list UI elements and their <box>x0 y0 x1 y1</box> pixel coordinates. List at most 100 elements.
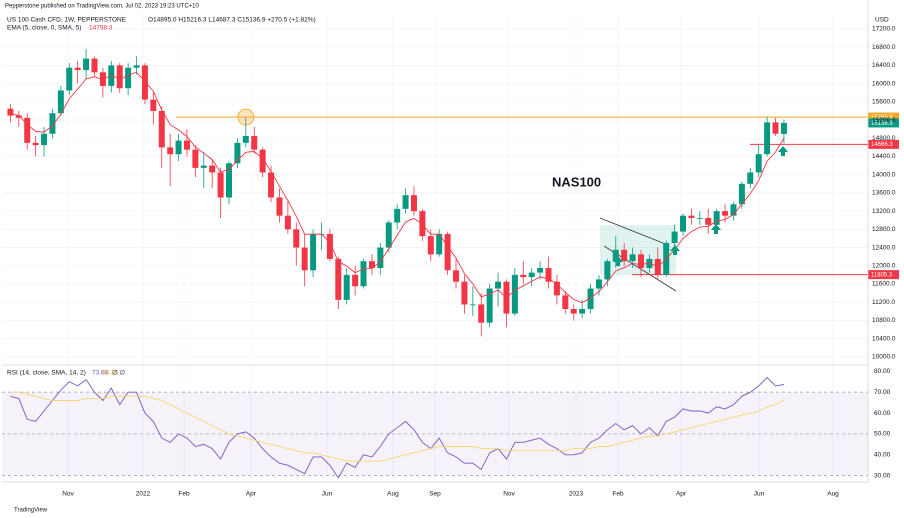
y-tick-label: 17200.0 <box>872 26 896 33</box>
x-tick-label: 2023 <box>569 491 584 498</box>
candle-body <box>158 110 165 148</box>
candle-body <box>402 195 409 209</box>
ohlc-label: O14895.0 H15216.3 L14687.3 C15136.9 +270… <box>148 17 316 24</box>
candle-body <box>74 67 81 70</box>
symbol-title: US 100 Cash CFD, 1W, PEPPERSTONE <box>7 17 127 24</box>
candle-body <box>301 247 308 271</box>
ema-last: 14798.3 <box>89 25 113 32</box>
candle-body <box>32 142 39 146</box>
candle-body <box>352 274 359 287</box>
annotation: NAS100 <box>552 174 601 189</box>
candle-body <box>730 204 737 216</box>
candle-body <box>310 233 317 271</box>
brand: TradingView <box>14 508 48 514</box>
y-tick-label: 12000.0 <box>872 262 896 269</box>
y-tick-label: 12400.0 <box>872 244 896 251</box>
rsi-tick-label: 30.00 <box>874 472 891 479</box>
candle-body <box>183 140 190 150</box>
candle-body <box>385 222 392 248</box>
candle-body <box>226 163 233 198</box>
candle-body <box>326 233 333 259</box>
candle-body <box>66 67 73 91</box>
candle-body <box>284 215 291 230</box>
price-pane: 15265.9 14666.3 11805.3 15136.9 <box>7 48 899 479</box>
rsi-tick-label: 70.00 <box>874 389 891 396</box>
candle-body <box>57 90 64 114</box>
candle-body <box>444 233 451 271</box>
candle-body <box>167 147 174 155</box>
currency: USD <box>875 17 889 24</box>
y-tick-label: 13200.0 <box>872 208 896 215</box>
candle-body <box>478 304 485 323</box>
up-arrow <box>778 146 788 156</box>
candle-body <box>217 172 224 198</box>
rsi-tick-label: 80.00 <box>874 368 891 375</box>
rsi-tick-label: 50.00 <box>874 431 891 438</box>
candle-body <box>427 236 434 255</box>
y-tick-label: 13600.0 <box>872 190 896 197</box>
y-tick-label: 10000.0 <box>872 354 896 361</box>
candle-body <box>360 261 367 287</box>
x-tick-label: Apr <box>246 491 257 498</box>
y-tick-label: 16000.0 <box>872 80 896 87</box>
x-tick-label: Feb <box>612 491 624 498</box>
candle-body <box>621 249 628 262</box>
candle-body <box>604 261 611 280</box>
candle-body <box>553 281 560 296</box>
candle-body <box>15 115 22 118</box>
candle-body <box>680 215 687 232</box>
x-tick-label: Feb <box>178 491 190 498</box>
y-tick-label: 15600.0 <box>872 99 896 106</box>
candle-body <box>511 274 518 314</box>
x-tick-label: Aug <box>827 491 839 498</box>
rsi-line <box>10 391 785 462</box>
candle-body <box>108 65 115 86</box>
y-tick-label: 14000.0 <box>872 171 896 178</box>
candle-body <box>545 268 552 282</box>
candle-body <box>133 65 140 68</box>
last-price-label: 15136.9 <box>871 121 893 127</box>
candle-body <box>747 172 754 184</box>
x-tick-label: Aug <box>387 491 399 498</box>
rsi-title: RSI (14, close, SMA, 14, 2) <box>7 370 86 377</box>
candle-body <box>562 295 569 310</box>
price-tag-label: 11805.3 <box>871 272 893 278</box>
candle-body <box>755 154 762 173</box>
candle-body <box>276 197 283 216</box>
candle-body <box>528 272 535 278</box>
up-arrow <box>711 224 721 234</box>
y-tick-label: 16800.0 <box>872 44 896 51</box>
candle-body <box>91 58 98 73</box>
x-tick-label: Jun <box>322 491 333 498</box>
price-tag <box>868 139 899 149</box>
candle-body <box>200 165 207 168</box>
x-tick-label: Jun <box>754 491 765 498</box>
rsi-line <box>10 376 784 479</box>
candle-body <box>41 133 48 146</box>
candle-body <box>368 261 375 269</box>
candle-body <box>377 247 384 269</box>
candle-body <box>579 309 586 314</box>
candle-body <box>7 108 14 116</box>
candle-body <box>175 140 182 155</box>
candle-body <box>486 288 493 323</box>
candle-body <box>125 67 132 89</box>
candle-body <box>141 65 148 100</box>
y-tick-label: 11200.0 <box>872 299 895 306</box>
y-tick-label: 10400.0 <box>872 335 896 342</box>
price-tag <box>868 270 899 280</box>
y-tick-label: 14800.0 <box>872 135 896 142</box>
candle-body <box>688 215 695 218</box>
rsi-sma-last: 66.25 <box>102 370 119 377</box>
up-arrow <box>613 256 623 266</box>
y-tick-label: 16400.0 <box>872 62 896 69</box>
candle-body <box>293 229 300 248</box>
candle-body <box>394 208 401 223</box>
candle-body <box>83 58 90 70</box>
candle-body <box>764 122 771 155</box>
candle-body <box>234 142 241 164</box>
price-tag <box>868 118 899 128</box>
candle-body <box>646 258 653 269</box>
candle-body <box>780 122 787 134</box>
